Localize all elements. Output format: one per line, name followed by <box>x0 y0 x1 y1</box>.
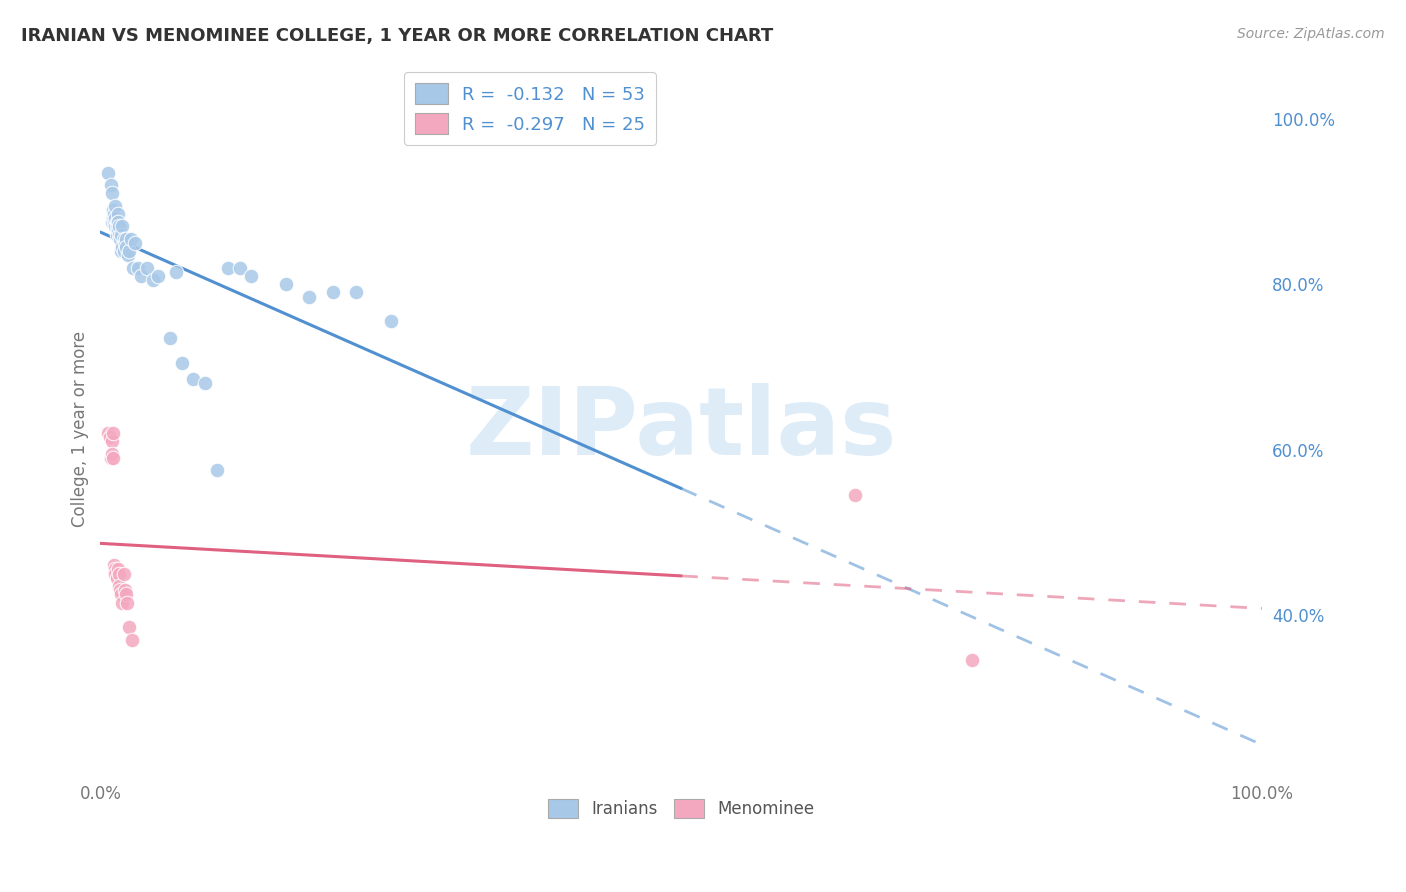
Point <box>148 268 170 283</box>
Point <box>103 558 125 573</box>
Point <box>135 260 157 275</box>
Point <box>217 260 239 275</box>
Text: IRANIAN VS MENOMINEE COLLEGE, 1 YEAR OR MORE CORRELATION CHART: IRANIAN VS MENOMINEE COLLEGE, 1 YEAR OR … <box>21 27 773 45</box>
Point <box>105 571 128 585</box>
Point <box>101 434 124 449</box>
Point <box>110 227 132 242</box>
Point <box>124 235 146 250</box>
Point <box>115 240 138 254</box>
Point <box>170 356 193 370</box>
Point <box>112 232 135 246</box>
Point <box>110 244 132 258</box>
Point <box>101 450 124 465</box>
Point <box>111 595 134 609</box>
Legend: Iranians, Menominee: Iranians, Menominee <box>541 792 821 825</box>
Point <box>97 425 120 440</box>
Point <box>118 244 141 258</box>
Point <box>101 211 124 225</box>
Point <box>129 268 152 283</box>
Point <box>112 244 135 258</box>
Point <box>105 219 128 234</box>
Point <box>111 240 134 254</box>
Point <box>115 595 138 609</box>
Point <box>108 583 131 598</box>
Point <box>101 447 124 461</box>
Point <box>115 232 138 246</box>
Point <box>101 425 124 440</box>
Point <box>108 566 131 581</box>
Point <box>101 202 124 217</box>
Point <box>103 207 125 221</box>
Point <box>118 620 141 634</box>
Point <box>104 562 127 576</box>
Point <box>380 314 402 328</box>
Point <box>101 186 124 201</box>
Point <box>120 232 142 246</box>
Point <box>105 215 128 229</box>
Text: ZIPatlas: ZIPatlas <box>465 383 897 475</box>
Point <box>104 566 127 581</box>
Point <box>205 463 228 477</box>
Point <box>181 372 204 386</box>
Point <box>110 587 132 601</box>
Point <box>108 579 131 593</box>
Point <box>107 562 129 576</box>
Point <box>107 215 129 229</box>
Point <box>114 235 136 250</box>
Point <box>107 207 129 221</box>
Y-axis label: College, 1 year or more: College, 1 year or more <box>72 331 89 527</box>
Point <box>115 587 138 601</box>
Point <box>103 215 125 229</box>
Point <box>165 265 187 279</box>
Point <box>98 430 121 444</box>
Point <box>194 376 217 391</box>
Point <box>112 566 135 581</box>
Point <box>960 653 983 667</box>
Point <box>276 277 298 292</box>
Point <box>111 219 134 234</box>
Point <box>100 450 122 465</box>
Point <box>229 260 252 275</box>
Point <box>108 219 131 234</box>
Point <box>101 215 124 229</box>
Point <box>159 331 181 345</box>
Point <box>127 260 149 275</box>
Point <box>104 199 127 213</box>
Point <box>240 268 263 283</box>
Point <box>97 165 120 179</box>
Point <box>107 223 129 237</box>
Point <box>142 273 165 287</box>
Point <box>322 285 344 300</box>
Point <box>104 219 127 234</box>
Point <box>844 488 866 502</box>
Point <box>108 227 131 242</box>
Point <box>344 285 367 300</box>
Point <box>121 632 143 647</box>
Point <box>104 211 127 225</box>
Point <box>114 583 136 598</box>
Point <box>100 178 122 192</box>
Point <box>122 260 145 275</box>
Point <box>117 248 139 262</box>
Text: Source: ZipAtlas.com: Source: ZipAtlas.com <box>1237 27 1385 41</box>
Point <box>108 232 131 246</box>
Point <box>298 289 321 303</box>
Point <box>105 227 128 242</box>
